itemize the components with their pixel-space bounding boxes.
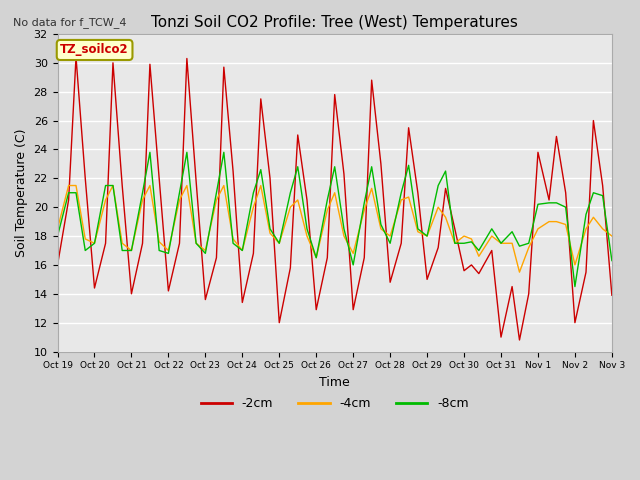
Text: No data for f_TCW_4: No data for f_TCW_4 [13,17,126,28]
-4cm [360,207,368,213]
-4cm [175,197,183,203]
-2cm [192,178,200,184]
-2cm [608,292,616,298]
-8cm [608,258,616,264]
-8cm [545,200,553,206]
-4cm [608,233,616,239]
Line: -4cm: -4cm [58,186,612,272]
-8cm [397,190,405,196]
-2cm [552,133,560,139]
-2cm [54,262,61,268]
-4cm [54,226,61,232]
-4cm [192,240,200,246]
-8cm [257,167,264,172]
-2cm [397,240,405,246]
-8cm [571,284,579,289]
-8cm [54,233,61,239]
Line: -8cm: -8cm [58,152,612,287]
-4cm [65,183,72,189]
-8cm [192,240,200,246]
-4cm [552,219,560,225]
-4cm [257,183,264,189]
-2cm [257,96,264,102]
-2cm [175,240,183,246]
-4cm [397,197,405,203]
Text: TZ_soilco2: TZ_soilco2 [60,44,129,57]
Line: -2cm: -2cm [58,57,612,340]
-4cm [516,269,524,275]
Title: Tonzi Soil CO2 Profile: Tree (West) Temperatures: Tonzi Soil CO2 Profile: Tree (West) Temp… [151,15,518,30]
-2cm [72,54,80,60]
-2cm [360,255,368,261]
Y-axis label: Soil Temperature (C): Soil Temperature (C) [15,129,28,257]
X-axis label: Time: Time [319,376,350,389]
-8cm [360,200,368,206]
-2cm [516,337,524,343]
-8cm [175,190,183,196]
-8cm [146,149,154,155]
Legend: -2cm, -4cm, -8cm: -2cm, -4cm, -8cm [195,392,474,415]
